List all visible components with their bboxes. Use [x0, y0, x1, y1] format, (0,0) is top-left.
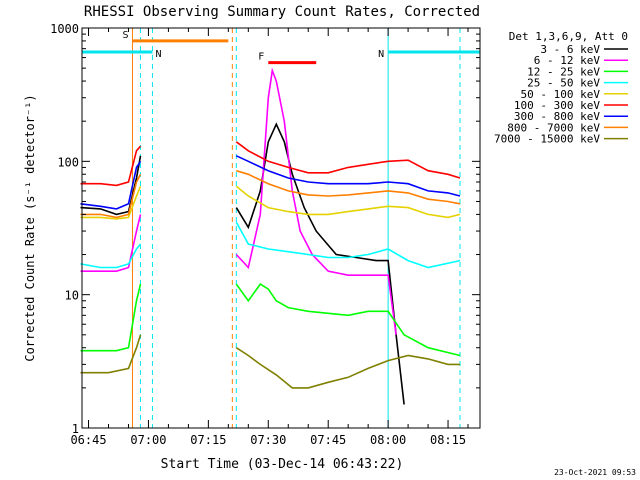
- timestamp: 23-Oct-2021 09:53: [554, 468, 636, 477]
- legend-label: 100 - 300 keV: [514, 99, 600, 112]
- legend-label: 7000 - 15000 keV: [494, 133, 600, 146]
- x-axis-label: Start Time (03-Dec-14 06:43:22): [161, 457, 404, 472]
- x-tick-label: 08:00: [370, 433, 406, 447]
- y-tick-label: 10: [65, 289, 79, 303]
- axes: 06:45 07:00 07:15 07:30 07:45 08:00 08:15 1 10 10…: [50, 22, 480, 447]
- legend-label: 800 - 7000 keV: [507, 121, 600, 134]
- x-tick-label: 08:15: [430, 433, 466, 447]
- x-tick-label: 07:15: [190, 433, 226, 447]
- plot-frame: [81, 27, 481, 429]
- series-line: [80, 283, 142, 352]
- series-line: [80, 160, 142, 210]
- y-tick-label: 100: [57, 155, 79, 169]
- series-line: [80, 155, 142, 216]
- x-tick-label: 07:30: [250, 433, 286, 447]
- series-line: [235, 185, 461, 219]
- x-tick-label: 07:45: [310, 433, 346, 447]
- series-line: [235, 283, 461, 357]
- legend-label: 300 - 800 keV: [514, 110, 600, 123]
- y-tick-label: 1: [72, 422, 79, 436]
- series-line: [235, 347, 460, 389]
- legend-label: 25 - 50 keV: [527, 77, 600, 90]
- series-line: [80, 334, 142, 374]
- x-tick-label: 07:00: [130, 433, 166, 447]
- observing-markers: S N N F: [82, 28, 480, 428]
- y-axis-label: Corrected Count Rate (s⁻¹ detector⁻¹): [23, 94, 37, 361]
- y-tick-label: 1000: [50, 22, 79, 36]
- chart-title: RHESSI Observing Summary Count Rates, Co…: [84, 4, 480, 20]
- series-line: [235, 155, 461, 197]
- series-line: [235, 221, 461, 269]
- legend-label: 12 - 25 keV: [527, 65, 600, 78]
- series-line: [80, 173, 142, 219]
- series-line: [80, 214, 142, 273]
- legend-label: 6 - 12 keV: [534, 54, 601, 67]
- x-tick-label: 06:45: [70, 433, 106, 447]
- series-group: [80, 67, 461, 405]
- status-bar-label: N: [378, 49, 384, 60]
- status-bar-label: F: [258, 52, 264, 63]
- series-line: [80, 185, 142, 220]
- legend-header: Det 1,3,6,9, Att 0: [509, 30, 628, 43]
- legend-label: 3 - 6 keV: [540, 43, 600, 56]
- legend-label: 50 - 100 keV: [521, 88, 601, 101]
- series-line: [236, 169, 461, 205]
- series-line: [235, 141, 461, 179]
- status-bar-label: N: [155, 49, 161, 60]
- series-line: [80, 243, 142, 269]
- series-line: [80, 145, 142, 187]
- status-bar-label: S: [122, 30, 128, 41]
